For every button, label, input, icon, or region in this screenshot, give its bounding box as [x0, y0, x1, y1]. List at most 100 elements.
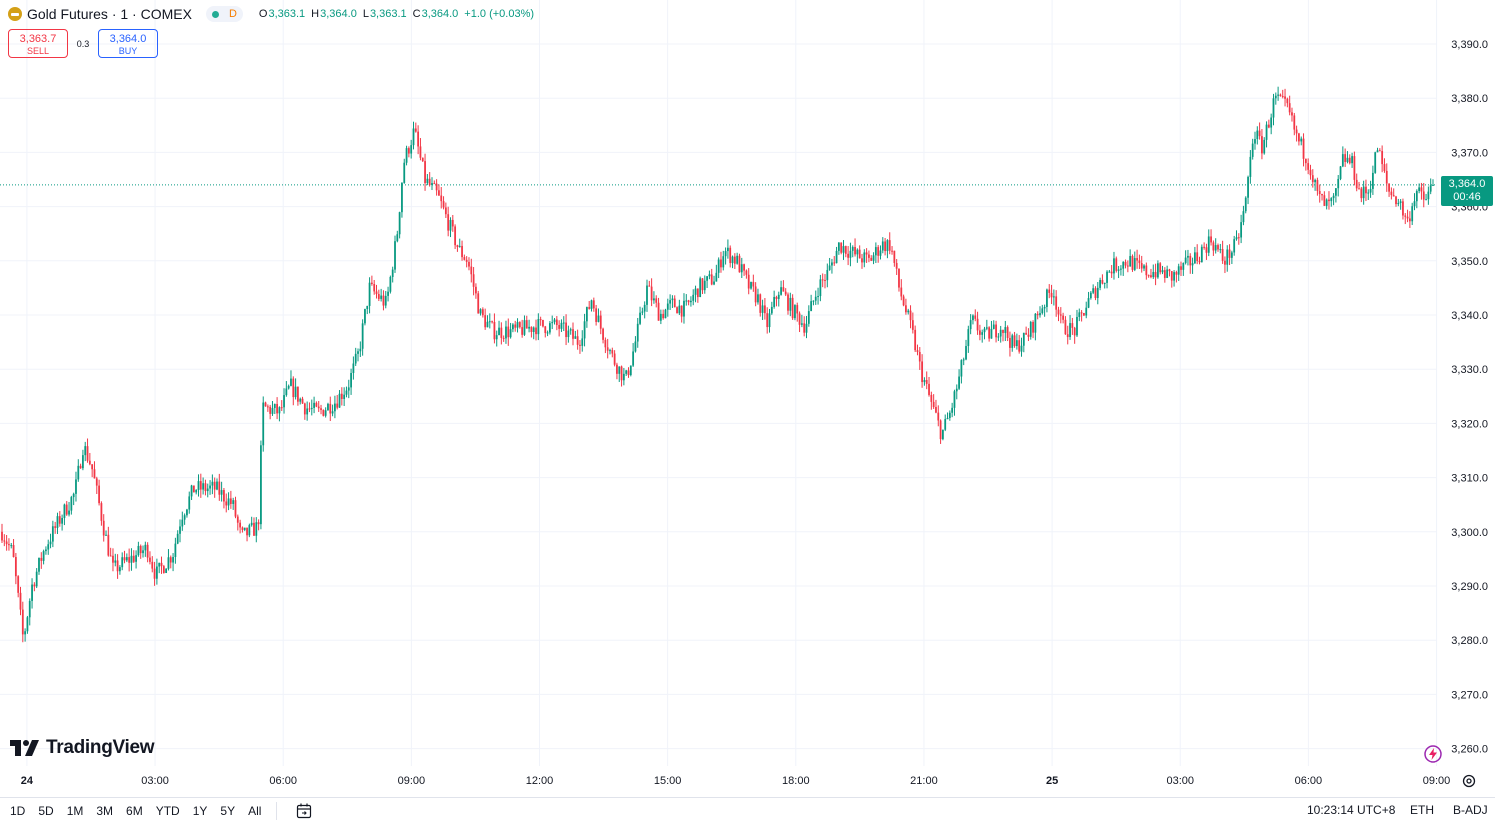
candle-body [1344, 154, 1347, 162]
settings-gear-icon[interactable] [1461, 773, 1477, 789]
candle-body [54, 526, 57, 528]
candle-body [488, 321, 491, 323]
candle-body [391, 269, 394, 277]
candle-body [562, 322, 565, 324]
candle-body [1277, 94, 1280, 96]
candle-body [218, 481, 221, 495]
session-toggle[interactable]: ETH [1410, 803, 1434, 817]
candle-body [158, 562, 161, 567]
candle-body [114, 560, 117, 563]
candle-body [738, 255, 741, 273]
candle-body [911, 320, 914, 330]
candle-body [1004, 327, 1007, 333]
candle-body [606, 347, 609, 351]
symbol-title[interactable]: Gold Futures · 1 · COMEX [27, 6, 192, 22]
candle-body [1110, 271, 1113, 274]
candle-body [1159, 263, 1162, 273]
range-1y-button[interactable]: 1Y [192, 804, 208, 818]
candle-body [1122, 261, 1125, 269]
candle-body [239, 522, 242, 528]
candle-body [1210, 236, 1212, 243]
price-axis[interactable]: 3,390.03,380.03,370.03,360.03,350.03,340… [1451, 39, 1488, 756]
utc-clock[interactable]: 10:23:14 UTC+8 [1307, 803, 1396, 817]
candle-body [320, 408, 322, 410]
candle-body [701, 278, 704, 291]
range-5d-button[interactable]: 5D [38, 804, 54, 818]
candle-body [26, 617, 29, 632]
price-tick-label: 3,390.0 [1451, 39, 1488, 51]
candle-body [264, 402, 267, 407]
candle-body [63, 504, 66, 518]
time-tick-label: 21:00 [910, 775, 938, 787]
candle-body [1420, 187, 1423, 192]
market-status-pill[interactable]: D [205, 6, 243, 22]
candle-body [1365, 186, 1367, 194]
sell-button[interactable]: 3,363.7 SELL [8, 29, 68, 58]
range-3m-button[interactable]: 3M [96, 804, 114, 818]
candle-body [1092, 288, 1095, 293]
candle-body [1078, 312, 1081, 317]
candle-body [821, 279, 824, 281]
go-to-date-button[interactable] [295, 802, 313, 820]
calendar-icon [297, 803, 312, 819]
range-all-button[interactable]: All [248, 804, 262, 818]
candle-body [1392, 195, 1395, 197]
candle-body [1267, 124, 1270, 128]
candle-body [955, 388, 958, 392]
candle-body [33, 584, 36, 587]
range-5y-button[interactable]: 5Y [220, 804, 236, 818]
candle-body [858, 249, 861, 259]
sell-label: SELL [26, 46, 50, 56]
candle-body [553, 319, 556, 323]
candle-body [1408, 218, 1411, 222]
range-6m-button[interactable]: 6M [126, 804, 143, 818]
candle-body [498, 327, 500, 336]
candle-body [872, 255, 875, 261]
range-ytd-button[interactable]: YTD [155, 804, 180, 818]
candle-body [516, 322, 519, 328]
symbol-legend: Gold Futures · 1 · COMEX D O 3,363.1 H 3,3… [8, 4, 540, 24]
candle-body [812, 300, 815, 302]
adjustment-toggle[interactable]: B-ADJ [1453, 803, 1488, 817]
candle-body [579, 344, 581, 346]
candle-body [1207, 236, 1210, 253]
candle-body [190, 485, 193, 497]
candle-body [86, 446, 89, 461]
flash-icon[interactable] [1423, 744, 1443, 764]
candle-body [861, 258, 863, 263]
candle-body [535, 327, 537, 335]
candle-body [740, 264, 743, 273]
candle-body [128, 557, 131, 563]
time-axis[interactable]: 24 03:00 06:00 09:00 12:00 15:00 18:00 21:00 25 0… [21, 775, 1451, 787]
candle-body [1166, 269, 1169, 278]
candle-body [1240, 222, 1243, 238]
tradingview-logo[interactable]: TradingView [10, 737, 155, 759]
candle-body [19, 592, 22, 610]
candle-body [91, 464, 94, 470]
range-1m-button[interactable]: 1M [66, 804, 84, 818]
candle-body [574, 336, 577, 339]
candle-body [301, 398, 304, 404]
range-1d-button[interactable]: 1D [10, 804, 26, 818]
candle-body [1265, 124, 1268, 140]
candle-body [1184, 257, 1187, 263]
candle-body [657, 302, 660, 321]
price-chart[interactable]: 3,390.03,380.03,370.03,360.03,350.03,340… [0, 0, 1495, 797]
candle-body [895, 262, 898, 269]
candle-body [1168, 269, 1171, 272]
candle-body [965, 346, 967, 360]
candle-body [149, 557, 151, 562]
candle-body [951, 407, 954, 413]
buy-button[interactable]: 3,364.0 BUY [98, 29, 158, 58]
candle-body [257, 522, 260, 525]
candle-body [632, 351, 635, 366]
candle-body [1314, 179, 1316, 183]
candle-body [426, 178, 429, 184]
candle-body [266, 406, 269, 408]
candle-body [1022, 332, 1025, 346]
candle-body [317, 406, 320, 409]
candle-body [530, 326, 533, 333]
candle-body [837, 242, 840, 251]
candle-body [944, 419, 947, 430]
candle-body [472, 274, 475, 287]
